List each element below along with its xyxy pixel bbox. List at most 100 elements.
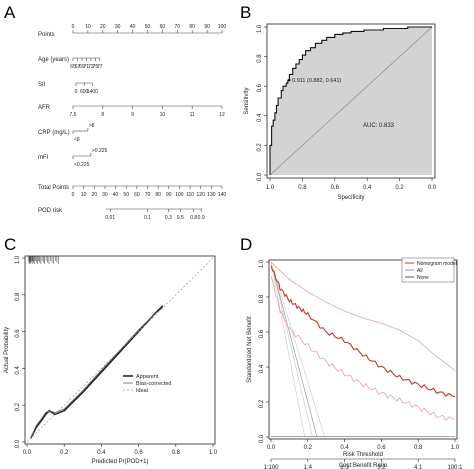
decision-y-axis-label: Standardized Net Benefit bbox=[247, 316, 253, 383]
nomogram-tick-label: 600 bbox=[80, 89, 89, 95]
calibration-series-2 bbox=[30, 307, 164, 439]
roc-reference-diagonal bbox=[269, 26, 433, 176]
panel-label-c: C bbox=[4, 235, 16, 254]
decision-cost-benefit-tick-label: 2:3 bbox=[340, 465, 349, 469]
decision-ci-lower bbox=[271, 275, 455, 421]
nomogram-tick-label: 0.3 bbox=[165, 215, 172, 221]
roc-panel: 1.0 0.8 0.6 0.4 0.2 0.0 0.0 0.2 0.4 0.6 0.8 1.0 Spec… bbox=[244, 23, 437, 201]
decision-y-tick-label: 0.6 bbox=[259, 329, 265, 338]
calibration-legend-label: Ideal bbox=[136, 388, 148, 394]
nomogram-tick-label: 0.01 bbox=[105, 215, 115, 221]
decision-all-ci-line bbox=[271, 261, 325, 437]
nomogram-row-label: Age (years) bbox=[38, 57, 69, 63]
nomogram-row-label: Points bbox=[38, 32, 55, 38]
decision-legend-label: Nomogram model bbox=[417, 261, 457, 267]
nomogram-tick-label: 0.8 bbox=[190, 215, 197, 221]
nomogram-tick-label: 20 bbox=[92, 192, 98, 198]
calibration-x-tick-label: 0.8 bbox=[172, 450, 181, 456]
nomogram-tick-label: 120 bbox=[197, 192, 206, 198]
decision-x-tick-label: 1.0 bbox=[451, 445, 460, 451]
nomogram-tick-label: 10 bbox=[81, 192, 87, 198]
roc-x-tick-label: 0.0 bbox=[428, 185, 437, 191]
roc-x-axis-label: Specificity bbox=[337, 195, 364, 201]
calibration-x-tick-label: 0.0 bbox=[23, 450, 32, 456]
decision-ci-upper bbox=[271, 261, 455, 371]
roc-x-tick-label: 0.8 bbox=[298, 185, 307, 191]
nomogram-tick-label: 65 bbox=[70, 64, 76, 70]
calibration-y-axis-label: Actual Probability bbox=[4, 327, 10, 373]
nomogram-tick-label: 60 bbox=[134, 192, 140, 198]
decision-y-tick-label: 0.2 bbox=[259, 399, 265, 408]
nomogram-tick-label: 73 bbox=[88, 64, 94, 70]
decision-frame bbox=[268, 259, 458, 440]
nomogram-row-label: Total Points bbox=[38, 185, 69, 191]
roc-x-tick-label: 0.4 bbox=[363, 185, 372, 191]
calibration-panel: 0.0 0.2 0.4 0.6 0.8 1.0 0.0 0.2 0.4 0.6 0.8 1.0 Pred… bbox=[4, 255, 218, 465]
nomogram-tick-label: 69 bbox=[79, 64, 85, 70]
roc-y-tick-label: 1.0 bbox=[257, 24, 263, 33]
panel-label-a: A bbox=[4, 3, 16, 22]
nomogram-tick-label: 20 bbox=[100, 24, 106, 30]
decision-x-tick-label: 0.0 bbox=[267, 445, 276, 451]
decision-cost-benefit-tick-label: 1:4 bbox=[304, 465, 313, 469]
nomogram-tick-label: 75 bbox=[93, 64, 99, 70]
calibration-y-tick-label: 0.6 bbox=[15, 329, 21, 338]
roc-threshold-annotation: 0.911 (0.882, 0.641) bbox=[292, 78, 341, 84]
nomogram-tick-label: 7.5 bbox=[70, 112, 77, 118]
nomogram-tick-label: 130 bbox=[207, 192, 216, 198]
decision-x-tick-label: 0.6 bbox=[377, 445, 386, 451]
nomogram-tick-label: <0.225 bbox=[74, 162, 90, 168]
nomogram-tick-label: 70 bbox=[175, 24, 181, 30]
nomogram-tick-label: 12 bbox=[219, 112, 225, 118]
decision-x-tick-label: 0.8 bbox=[414, 445, 423, 451]
nomogram-tick-label: 0 bbox=[72, 24, 75, 30]
decision-x-tick-label: 0.4 bbox=[340, 445, 349, 451]
nomogram-tick-label: 50 bbox=[123, 192, 129, 198]
nomogram-row-label: CRP (mg/L) bbox=[38, 130, 70, 136]
nomogram-tick-label: >0.225 bbox=[92, 148, 108, 154]
nomogram-tick-label: 1400 bbox=[87, 89, 98, 95]
decision-curve-panel: 0.0 0.2 0.4 0.6 0.8 1.0 Risk Threshold 1:100 1:4… bbox=[247, 257, 463, 469]
nomogram-tick-label: 30 bbox=[115, 24, 121, 30]
roc-y-axis-label: Sensitivity bbox=[244, 87, 250, 114]
calibration-y-tick-label: 0.4 bbox=[15, 366, 21, 375]
nomogram-tick-label: 90 bbox=[204, 24, 210, 30]
nomogram-tick-label: 70 bbox=[145, 192, 151, 198]
decision-x-tick-label: 0.2 bbox=[304, 445, 313, 451]
nomogram-tick-label: 0.9 bbox=[198, 215, 205, 221]
decision-cost-benefit-tick-label: 1:100 bbox=[263, 465, 279, 469]
nomogram-tick-label: 40 bbox=[113, 192, 119, 198]
panel-label-d: D bbox=[240, 235, 252, 254]
decision-y-tick-label: 1.0 bbox=[259, 259, 265, 268]
calibration-frame bbox=[24, 255, 216, 445]
decision-x-axis-label: Risk Threshold bbox=[343, 452, 383, 458]
decision-plot-area bbox=[271, 261, 455, 437]
nomogram-row-label: mFI bbox=[38, 155, 49, 161]
calibration-y-tick-label: 1.0 bbox=[15, 255, 21, 264]
roc-threshold-point bbox=[287, 78, 291, 82]
roc-x-tick-label: 0.2 bbox=[395, 185, 404, 191]
nomogram-row-label: SII bbox=[38, 82, 46, 88]
roc-x-tick-label: 0.6 bbox=[331, 185, 340, 191]
decision-y-tick-label: 0.8 bbox=[259, 294, 265, 303]
nomogram-tick-label: 0 bbox=[75, 89, 78, 95]
nomogram-row-label: POD risk bbox=[38, 208, 63, 214]
nomogram-tick-label: 0.1 bbox=[144, 215, 151, 221]
nomogram-tick-label: >8 bbox=[89, 123, 95, 129]
calibration-y-tick-label: 0.8 bbox=[15, 292, 21, 301]
decision-all-ci-line bbox=[271, 261, 306, 437]
calibration-y-tick-label: 0.0 bbox=[15, 439, 21, 448]
nomogram-tick-label: <8 bbox=[74, 137, 80, 143]
nomogram-tick-label: 100 bbox=[218, 24, 227, 30]
nomogram-tick-label: 67 bbox=[75, 64, 81, 70]
nomogram-tick-label: 60 bbox=[160, 24, 166, 30]
roc-y-tick-label: 0.0 bbox=[257, 172, 263, 181]
nomogram-tick-label: 10 bbox=[160, 112, 166, 118]
nomogram-tick-label: 0 bbox=[72, 192, 75, 198]
roc-frame bbox=[266, 23, 436, 179]
decision-all-line bbox=[271, 261, 318, 437]
decision-y-tick-label: 0.0 bbox=[259, 434, 265, 443]
calibration-x-tick-label: 0.2 bbox=[60, 450, 69, 456]
decision-cost-benefit-tick-label: 4:1 bbox=[414, 465, 423, 469]
